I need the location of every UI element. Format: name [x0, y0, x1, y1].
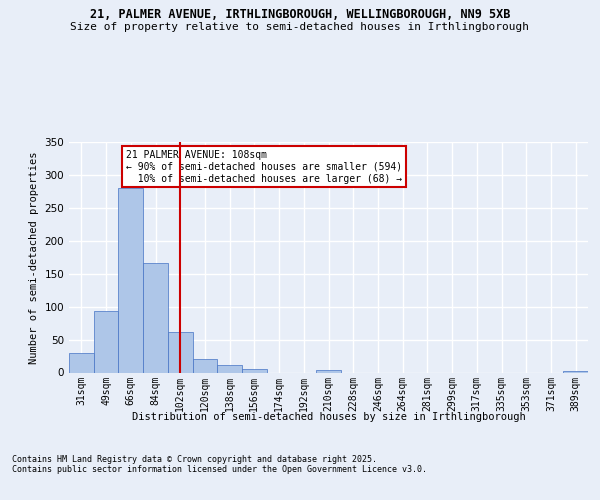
Bar — [94, 312, 118, 372]
Bar — [69, 353, 94, 372]
Text: Size of property relative to semi-detached houses in Irthlingborough: Size of property relative to semi-detach… — [71, 22, 530, 32]
Text: Contains HM Land Registry data © Crown copyright and database right 2025.
Contai: Contains HM Land Registry data © Crown c… — [12, 455, 427, 474]
Bar — [118, 188, 143, 372]
Bar — [143, 264, 168, 372]
Bar — [563, 371, 588, 372]
Bar — [242, 369, 267, 372]
Bar — [316, 370, 341, 372]
Text: 21, PALMER AVENUE, IRTHLINGBOROUGH, WELLINGBOROUGH, NN9 5XB: 21, PALMER AVENUE, IRTHLINGBOROUGH, WELL… — [90, 8, 510, 20]
Bar — [217, 366, 242, 372]
Text: 21 PALMER AVENUE: 108sqm
← 90% of semi-detached houses are smaller (594)
  10% o: 21 PALMER AVENUE: 108sqm ← 90% of semi-d… — [126, 150, 402, 184]
Bar — [193, 358, 217, 372]
Text: Distribution of semi-detached houses by size in Irthlingborough: Distribution of semi-detached houses by … — [132, 412, 526, 422]
Bar — [168, 332, 193, 372]
Y-axis label: Number of semi-detached properties: Number of semi-detached properties — [29, 151, 39, 364]
